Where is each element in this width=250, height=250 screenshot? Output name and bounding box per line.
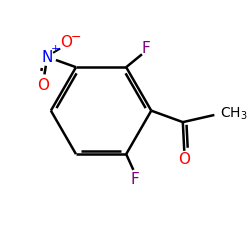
Text: −: − bbox=[71, 30, 81, 44]
Text: N: N bbox=[42, 50, 53, 65]
Text: +: + bbox=[51, 44, 60, 54]
Text: O: O bbox=[178, 152, 190, 167]
Text: O: O bbox=[37, 78, 49, 93]
Text: CH$_3$: CH$_3$ bbox=[220, 105, 248, 122]
Text: O: O bbox=[60, 35, 72, 50]
Text: F: F bbox=[130, 172, 139, 188]
Text: F: F bbox=[142, 41, 151, 56]
